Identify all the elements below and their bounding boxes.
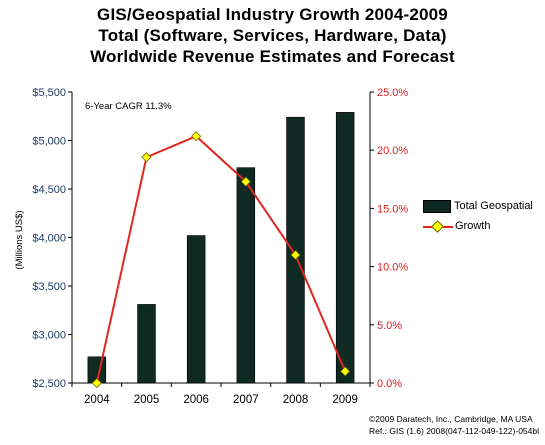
footer-credit: ©2009 Daratech, Inc., Cambridge, MA USA … (369, 413, 539, 437)
bar-series (87, 112, 355, 384)
bar-2007 (236, 167, 256, 384)
y-left-tick-label: $4,000 (32, 233, 66, 245)
y-right-tick-label: 15.0% (377, 203, 408, 215)
legend: Total Geospatial Growth (423, 198, 533, 238)
x-tick-label-2006: 2006 (183, 394, 209, 406)
cagr-annotation: 6-Year CAGR 11.3% (85, 101, 172, 112)
x-tick-label-2008: 2008 (283, 394, 309, 406)
y-right-tick-label: 5.0% (377, 320, 402, 332)
chart-title: GIS/Geospatial Industry Growth 2004-2009… (0, 4, 545, 67)
x-tick-label-2009: 2009 (332, 394, 358, 406)
legend-item-bar: Total Geospatial (423, 198, 533, 214)
y-right-tick-label: 10.0% (377, 262, 408, 274)
title-line-1: GIS/Geospatial Industry Growth 2004-2009 (97, 5, 448, 24)
bar-2006 (186, 235, 206, 384)
legend-swatch-bar (423, 199, 451, 213)
y-axis-label: (Millions US$) (14, 210, 25, 269)
growth-point-2009 (340, 366, 351, 377)
y-left-tick-label: $3,000 (32, 330, 66, 342)
growth-point-2005 (141, 152, 152, 163)
y-axis-left: $2,500 $3,000 $3,500 $4,000 $4,500 $5,000 $5,5… (32, 87, 72, 390)
y-left-tick-label: $5,500 (32, 87, 66, 99)
x-axis: 2004 2005 2006 2007 2008 2009 (71, 383, 371, 406)
legend-swatch-line (423, 219, 453, 233)
legend-label-line: Growth (455, 220, 491, 232)
y-axis-right: 0.0% 5.0% 10.0% 15.0% 20.0% 25.0% (370, 87, 408, 390)
y-left-tick-label: $2,500 (32, 378, 66, 390)
x-tick-label-2005: 2005 (134, 394, 160, 406)
growth-point-2007 (240, 176, 251, 187)
bar-2005 (137, 304, 156, 384)
growth-point-2008 (290, 249, 301, 261)
plot-frame (71, 92, 371, 384)
growth-point-2004 (91, 377, 102, 389)
y-right-tick-label: 20.0% (377, 145, 408, 157)
y-left-tick-label: $4,500 (32, 184, 66, 196)
legend-item-line: Growth (423, 218, 533, 234)
legend-label-bar: Total Geospatial (454, 200, 533, 212)
title-line-3: Worldwide Revenue Estimates and Forecast (90, 47, 455, 66)
x-tick-label-2007: 2007 (233, 394, 259, 406)
growth-line (95, 135, 347, 384)
x-tick-label-2004: 2004 (84, 394, 110, 406)
y-right-tick-label: 25.0% (377, 87, 408, 99)
footer-line-1: ©2009 Daratech, Inc., Cambridge, MA USA (369, 414, 533, 424)
growth-line-series (91, 131, 351, 389)
y-right-tick-label: 0.0% (377, 378, 402, 390)
footer-line-2: Ref.: GIS (1.6) 2008(047-112-049-122)-05… (369, 426, 539, 436)
growth-point-2006 (191, 131, 202, 142)
bar-2009 (335, 112, 355, 384)
title-line-2: Total (Software, Services, Hardware, Dat… (98, 26, 447, 45)
y-left-tick-label: $5,000 (32, 136, 66, 148)
y-left-tick-label: $3,500 (32, 281, 66, 293)
